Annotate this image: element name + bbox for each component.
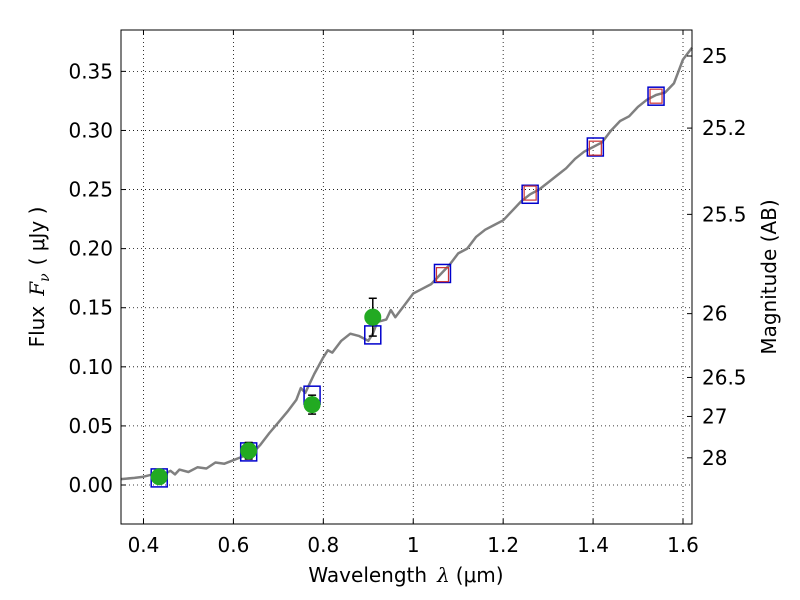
x-tick-label: 1.4 [577,533,609,557]
x-tick-label: 1 [407,533,420,557]
mag-tick-label: 26.5 [702,365,747,389]
y-tick-label: 0.00 [68,473,113,497]
spectrum-layer [120,46,693,481]
model-photometry-square [647,86,665,106]
photometry-square-red [649,88,663,104]
marker-layer [150,86,665,488]
observed-point [364,308,382,326]
y-tick-label: 0.30 [68,118,113,142]
y2-axis-label: Magnitude (AB) [757,199,781,354]
grid [121,30,692,524]
mag-tick-label: 25 [702,44,727,68]
x-tick-label: 1.6 [667,533,699,557]
x-tick-label: 0.8 [307,533,339,557]
y-tick-label: 0.20 [68,237,113,261]
y-tick-label: 0.05 [68,414,113,438]
mag-tick-label: 27 [702,404,727,428]
mag-tick-label: 26 [702,302,727,326]
x-axis-label: Wavelength λ (μm) [308,563,503,587]
y-tick-label: 0.35 [68,59,113,83]
x-tick-label: 0.6 [217,533,249,557]
photometry-square-red [588,140,602,156]
y-tick-label: 0.10 [68,355,113,379]
observed-point [240,442,258,460]
mag-tick-label: 28 [702,446,727,470]
observed-point [150,468,168,486]
mag-tick-label: 25.5 [702,202,747,226]
plot-frame [120,29,693,525]
x-tick-label: 0.4 [128,533,160,557]
x-tick-label: 1.2 [487,533,519,557]
model-photometry-square [433,263,452,284]
mag-tick-label: 25.2 [702,116,747,140]
photometry-square-red [435,267,450,283]
spectrum-line [120,46,693,481]
tick-layer: 0.4 0.6 0.8 1 1.2 1.4 1.6 0.00 0.05 0.10 0.15 0.20 0… [68,30,747,557]
y-axis-label: FluxFν( μJy ) [25,207,53,348]
y-tick-label: 0.15 [68,296,113,320]
model-photometry-square [521,184,539,205]
observed-point [303,396,321,414]
y-tick-label: 0.25 [68,178,113,202]
photometry-square-red [523,185,537,201]
model-photometry-square [586,137,605,157]
